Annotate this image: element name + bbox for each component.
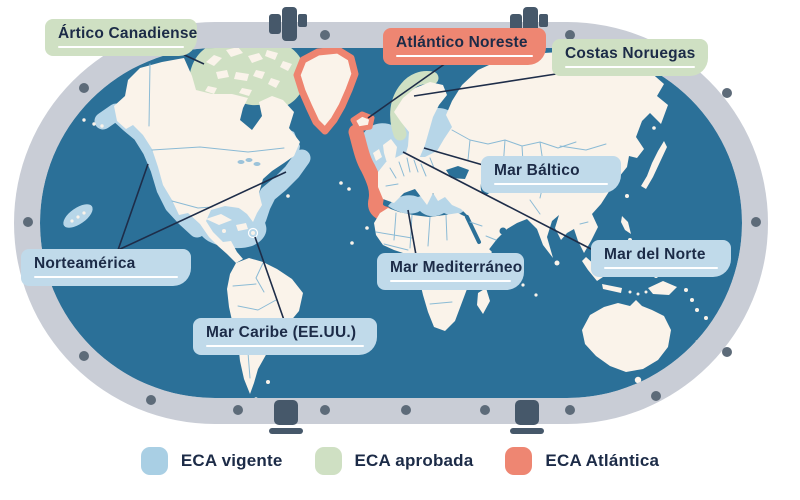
legend-item-eca-vigente: ECA vigente	[140, 447, 283, 475]
map-label-atlantico-noreste: Atlántico Noreste	[383, 28, 546, 66]
connector-mediterraneo	[407, 209, 417, 256]
connector-atlantico	[367, 62, 447, 119]
map-label-text: Atlántico Noreste	[396, 34, 528, 51]
connector-norteamerica	[117, 163, 287, 251]
label-underline	[494, 182, 608, 186]
zone-canadian-arctic	[189, 48, 306, 106]
legend-swatch-eca-vigente	[140, 447, 168, 475]
zone-norway-coast	[390, 71, 439, 141]
label-underline	[396, 54, 533, 58]
connector-costas	[413, 73, 557, 97]
legend: ECA vigente ECA aprobada ECA Atlántica	[0, 447, 800, 475]
new-guinea	[648, 281, 677, 295]
map-label-costas-noruegas: Costas Noruegas	[552, 39, 708, 77]
continent-australia	[582, 300, 671, 372]
legend-swatch-eca-atlantica	[505, 447, 533, 475]
map-window	[40, 48, 742, 398]
zone-na-east-coast	[249, 149, 311, 227]
connector-norte	[402, 151, 594, 251]
label-underline	[390, 279, 511, 283]
iceland	[350, 111, 375, 132]
label-underline	[34, 275, 178, 279]
map-label-text: Mar del Norte	[604, 246, 706, 263]
eca-zones	[63, 48, 466, 249]
legend-item-eca-aprobada: ECA aprobada	[314, 447, 474, 475]
legend-label: ECA Atlántica	[545, 451, 660, 470]
continent-north-america	[114, 58, 300, 263]
map-label-norteamerica: Norteamérica	[21, 249, 191, 287]
legend-label: ECA aprobada	[354, 451, 474, 470]
map-label-mar-mediterraneo: Mar Mediterráneo	[377, 253, 524, 291]
scandinavia	[394, 82, 447, 169]
clamp-bottom-right	[510, 400, 544, 434]
map-label-text: Norteamérica	[34, 255, 136, 272]
map-label-text: Ártico Canadiense	[58, 25, 198, 42]
map-label-text: Mar Mediterráneo	[390, 259, 523, 276]
map-label-mar-del-norte: Mar del Norte	[591, 240, 731, 278]
map-label-text: Mar Báltico	[494, 162, 580, 179]
legend-item-eca-atlantica: ECA Atlántica	[505, 447, 659, 475]
connector-caribe	[254, 236, 285, 321]
connector-baltico	[423, 147, 484, 166]
great-britain	[383, 139, 397, 163]
rivet-icons	[23, 30, 761, 415]
legend-label: ECA vigente	[180, 451, 283, 470]
connector-lines	[117, 51, 594, 321]
clamp-bottom-left	[269, 400, 303, 434]
label-underline	[206, 344, 364, 348]
hinge-top-left	[269, 7, 307, 41]
map-label-mar-caribe: Mar Caribe (EE.UU.)	[193, 318, 377, 356]
greenland	[293, 48, 359, 135]
novaya-zemlya	[500, 63, 514, 83]
label-underline	[58, 45, 184, 49]
caribbean-islands	[206, 205, 259, 239]
ireland	[373, 149, 382, 161]
label-underline	[604, 266, 718, 270]
label-underline	[565, 65, 695, 69]
map-label-mar-baltico: Mar Báltico	[481, 156, 621, 194]
madagascar	[477, 288, 490, 314]
map-label-text: Mar Caribe (EE.UU.)	[206, 324, 357, 341]
arctic-archipelago	[205, 48, 292, 96]
map-label-artico-canadiense: Ártico Canadiense	[45, 19, 198, 57]
legend-swatch-eca-aprobada	[314, 447, 342, 475]
map-label-text: Costas Noruegas	[565, 45, 696, 62]
japan	[641, 141, 667, 189]
zone-atlantic-band	[348, 124, 393, 222]
